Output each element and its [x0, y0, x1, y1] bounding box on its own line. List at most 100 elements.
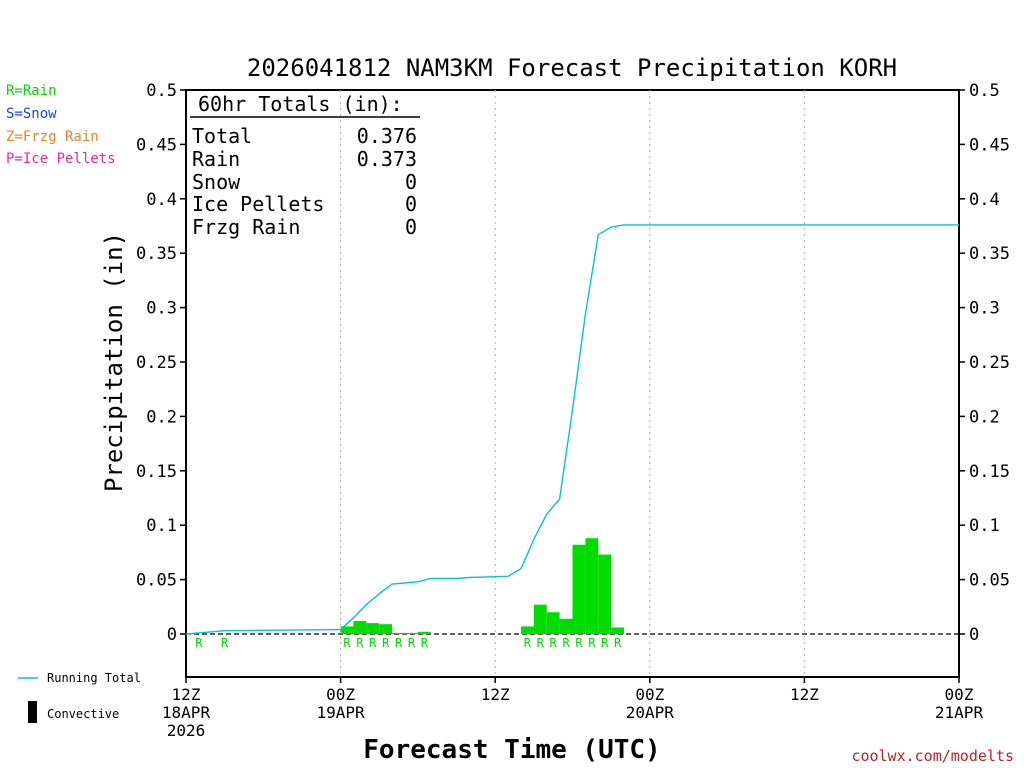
y-tick-label-right-7: 0.35 — [969, 244, 1010, 264]
precip-bar-13 — [598, 554, 612, 634]
y-tick-label-left-6: 0.3 — [146, 299, 177, 319]
legend-rain: R=Rain — [6, 83, 57, 99]
totals-label-total: Total — [192, 124, 252, 148]
precip-type-marker-11: R — [550, 636, 558, 650]
precip-bar-11 — [572, 544, 586, 634]
precip-type-marker-10: R — [537, 636, 545, 650]
totals-box: 60hr Totals (in): Total 0.376 Rain 0.373… — [190, 92, 420, 239]
precip-type-marker-5: R — [382, 636, 390, 650]
vertical-gridlines — [340, 90, 805, 677]
totals-value-rain: 0.373 — [357, 147, 417, 171]
x-tick-label-1-1: 19APR — [317, 703, 366, 722]
legend-ice-pellets: P=Ice Pellets — [6, 151, 116, 167]
precip-type-marker-15: R — [601, 636, 609, 650]
running-total-polyline — [185, 224, 959, 635]
totals-value-ice-pellets: 0 — [405, 192, 417, 216]
precip-type-marker-13: R — [575, 636, 583, 650]
legend-snow: S=Snow — [6, 106, 57, 122]
totals-label-ice-pellets: Ice Pellets — [192, 192, 324, 216]
totals-label-frzg-rain: Frzg Rain — [192, 215, 300, 239]
y-tick-label-right-5: 0.25 — [969, 353, 1010, 373]
y-tick-label-left-8: 0.4 — [146, 190, 177, 210]
y-tick-label-left-5: 0.25 — [136, 353, 177, 373]
precip-type-marker-4: R — [369, 636, 377, 650]
x-tick-label-2-0: 12Z — [481, 685, 510, 704]
precip-type-marker-12: R — [562, 636, 570, 650]
credit-text: coolwx.com/modelts — [851, 747, 1014, 765]
y-axis-left: 0 0.05 0.1 0.15 0.2 0.25 0.3 0.35 0.4 0.45 0.5 — [136, 81, 186, 645]
y-tick-label-right-8: 0.4 — [969, 190, 1000, 210]
precip-bar-5 — [405, 632, 418, 634]
y-tick-label-right-6: 0.3 — [969, 299, 1000, 319]
precip-type-marker-14: R — [588, 636, 596, 650]
running-total-line — [185, 224, 959, 635]
y-tick-label-left-10: 0.5 — [146, 81, 177, 101]
x-tick-label-1-0: 00Z — [326, 685, 355, 704]
precip-bar-0 — [340, 626, 354, 634]
precip-type-marker-8: R — [421, 636, 429, 650]
y-tick-label-left-1: 0.05 — [136, 571, 177, 591]
precip-type-marker-16: R — [614, 636, 622, 650]
y-tick-label-left-4: 0.2 — [146, 407, 177, 427]
y-axis-right: 0 0.05 0.1 0.15 0.2 0.25 0.3 0.35 0.4 0.45 0.5 — [959, 81, 1010, 645]
y-tick-label-right-1: 0.05 — [969, 571, 1010, 591]
plot-frame — [185, 89, 960, 678]
x-tick-label-0-1: 18APR — [162, 703, 211, 722]
y-tick-label-right-3: 0.15 — [969, 462, 1010, 482]
precip-type-marker-7: R — [408, 636, 416, 650]
x-axis-label: Forecast Time (UTC) — [363, 735, 660, 765]
totals-label-snow: Snow — [192, 170, 241, 194]
precip-type-marker-6: R — [395, 636, 403, 650]
x-tick-label-0-2: 2026 — [167, 721, 206, 740]
running-total-legend-label: Running Total — [47, 671, 141, 685]
totals-value-total: 0.376 — [357, 124, 417, 148]
totals-label-rain: Rain — [192, 147, 240, 171]
x-tick-label-3-1: 20APR — [626, 703, 675, 722]
precip-type-marker-9: R — [524, 636, 532, 650]
convective-legend-swatch — [28, 701, 37, 723]
y-tick-label-left-9: 0.45 — [136, 135, 177, 155]
precip-bar-8 — [533, 604, 547, 634]
totals-value-snow: 0 — [405, 170, 417, 194]
y-tick-label-left-7: 0.35 — [136, 244, 177, 264]
y-tick-label-right-4: 0.2 — [969, 407, 1000, 427]
hourly-precip-bars — [340, 538, 625, 634]
y-tick-label-left-2: 0.1 — [146, 516, 177, 536]
y-tick-label-right-2: 0.1 — [969, 516, 1000, 536]
chart-title: 2026041812 NAM3KM Forecast Precipitation… — [247, 54, 897, 82]
legend-frzg-rain: Z=Frzg Rain — [6, 129, 99, 145]
precip-type-marker-1: R — [221, 636, 229, 650]
y-axis-label: Precipitation (in) — [100, 232, 128, 492]
precip-bar-3 — [379, 624, 393, 634]
totals-value-frzg-rain: 0 — [405, 215, 417, 239]
convective-legend-label: Convective — [47, 707, 119, 721]
precip-type-marker-2: R — [343, 636, 351, 650]
precip-type-marker-0: R — [195, 636, 203, 650]
precip-type-marker-3: R — [356, 636, 364, 650]
precip-bar-2 — [366, 623, 380, 634]
precip-bar-4 — [392, 632, 406, 634]
precip-bar-14 — [611, 627, 625, 634]
precip-bar-10 — [559, 618, 573, 634]
y-tick-label-left-3: 0.15 — [136, 462, 177, 482]
precip-bar-12 — [585, 538, 599, 634]
x-tick-label-3-0: 00Z — [635, 685, 664, 704]
precip-bar-6 — [417, 631, 431, 634]
totals-header: 60hr Totals (in): — [198, 92, 403, 116]
x-tick-label-4-0: 12Z — [790, 685, 819, 704]
precip-bar-9 — [546, 612, 560, 634]
x-tick-label-0-0: 12Z — [172, 685, 201, 704]
y-tick-label-right-10: 0.5 — [969, 81, 1000, 101]
y-tick-label-right-9: 0.45 — [969, 135, 1010, 155]
y-tick-label-right-0: 0 — [969, 625, 979, 645]
x-tick-label-5-1: 21APR — [935, 703, 984, 722]
precip-bar-1 — [353, 620, 367, 634]
precip-type-legend: R=Rain S=Snow Z=Frzg Rain P=Ice Pellets — [6, 83, 116, 167]
y-tick-label-left-0: 0 — [167, 625, 177, 645]
x-tick-label-5-0: 00Z — [945, 685, 974, 704]
precip-bar-7 — [520, 626, 534, 634]
series-legend: Running Total Convective — [18, 671, 141, 723]
